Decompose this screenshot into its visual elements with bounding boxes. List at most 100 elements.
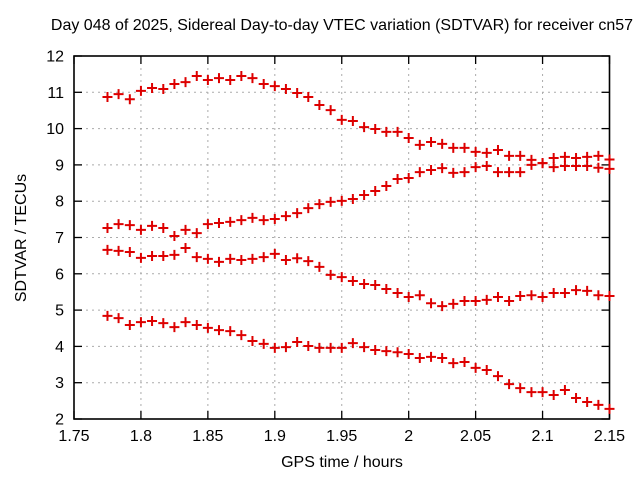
data-point: [113, 313, 124, 324]
trace-series-3: [102, 243, 615, 312]
data-point: [213, 256, 224, 267]
data-point: [448, 167, 459, 178]
data-point: [325, 196, 336, 207]
y-tick-label: 8: [55, 194, 64, 211]
data-point: [392, 288, 403, 299]
x-tick-label: 2.1: [531, 428, 553, 445]
data-point: [481, 147, 492, 158]
data-point: [336, 272, 347, 283]
data-point: [202, 74, 213, 85]
data-point: [113, 219, 124, 230]
data-point: [414, 167, 425, 178]
data-point: [247, 73, 258, 84]
data-point: [158, 318, 169, 329]
data-point: [225, 326, 236, 337]
data-point: [426, 137, 437, 148]
data-point: [292, 253, 303, 264]
y-tick-label: 6: [55, 266, 64, 283]
data-point: [459, 357, 470, 368]
data-point: [515, 150, 526, 161]
data-point: [582, 160, 593, 171]
data-point: [347, 194, 358, 205]
data-point: [280, 255, 291, 266]
data-point: [191, 70, 202, 81]
data-point: [414, 290, 425, 301]
axis-layer: 1.75 1.8 1.85 1.9 1.95 2 2.05 2.1 2.15 2 3 4 5 6 7 8 9 10…: [46, 49, 625, 446]
data-point: [169, 322, 180, 333]
y-tick-label: 3: [55, 375, 64, 392]
data-point: [236, 330, 247, 341]
data-point: [459, 142, 470, 153]
data-point: [180, 243, 191, 254]
data-point: [481, 364, 492, 375]
x-tick-label: 1.85: [192, 428, 223, 445]
data-point: [180, 317, 191, 328]
data-point: [280, 342, 291, 353]
data-point: [158, 84, 169, 95]
data-point: [571, 392, 582, 403]
data-point: [314, 199, 325, 210]
y-tick-label: 11: [47, 85, 64, 102]
data-point: [481, 294, 492, 305]
data-point: [314, 100, 325, 111]
data-point: [180, 77, 191, 88]
data-point: [582, 396, 593, 407]
data-point: [459, 296, 470, 307]
data-point: [359, 342, 370, 353]
data-point: [571, 285, 582, 296]
data-point: [526, 387, 537, 398]
data-point: [191, 319, 202, 330]
data-point: [571, 160, 582, 171]
x-tick-label: 2.05: [460, 428, 491, 445]
data-point: [102, 244, 113, 255]
data-point: [593, 290, 604, 301]
data-point: [381, 126, 392, 137]
data-point: [158, 223, 169, 234]
data-point: [325, 105, 336, 116]
data-point: [559, 288, 570, 299]
trace-series-2: [102, 158, 615, 242]
data-point: [247, 253, 258, 264]
data-point: [504, 296, 515, 307]
data-point: [504, 150, 515, 161]
data-point: [359, 190, 370, 201]
data-point: [537, 387, 548, 398]
data-point: [180, 224, 191, 235]
data-point: [258, 252, 269, 263]
data-point: [202, 219, 213, 230]
data-point: [314, 342, 325, 353]
data-point: [147, 315, 158, 326]
data-point: [370, 345, 381, 356]
data-point: [515, 290, 526, 301]
data-point: [414, 139, 425, 150]
data-point: [448, 358, 459, 369]
trace-series-4: [102, 310, 615, 414]
data-point: [537, 158, 548, 169]
data-point: [124, 220, 135, 231]
data-point: [593, 150, 604, 161]
data-point: [437, 138, 448, 149]
data-point: [548, 288, 559, 299]
data-point: [213, 217, 224, 228]
data-point: [102, 310, 113, 321]
data-point: [582, 285, 593, 296]
data-point: [147, 82, 158, 93]
data-point: [559, 160, 570, 171]
y-tick-label: 4: [55, 339, 64, 356]
data-point: [347, 115, 358, 126]
data-point: [236, 215, 247, 226]
data-point: [359, 122, 370, 133]
data-point: [381, 346, 392, 357]
data-point: [604, 154, 615, 165]
x-tick-label: 1.75: [58, 428, 89, 445]
y-tick-label: 5: [55, 303, 64, 320]
data-point: [169, 249, 180, 260]
data-point: [258, 215, 269, 226]
x-tick-label: 1.95: [326, 428, 357, 445]
data-point: [225, 74, 236, 85]
data-point: [247, 335, 258, 346]
data-point: [191, 252, 202, 263]
data-point: [236, 255, 247, 266]
data-point: [370, 123, 381, 134]
